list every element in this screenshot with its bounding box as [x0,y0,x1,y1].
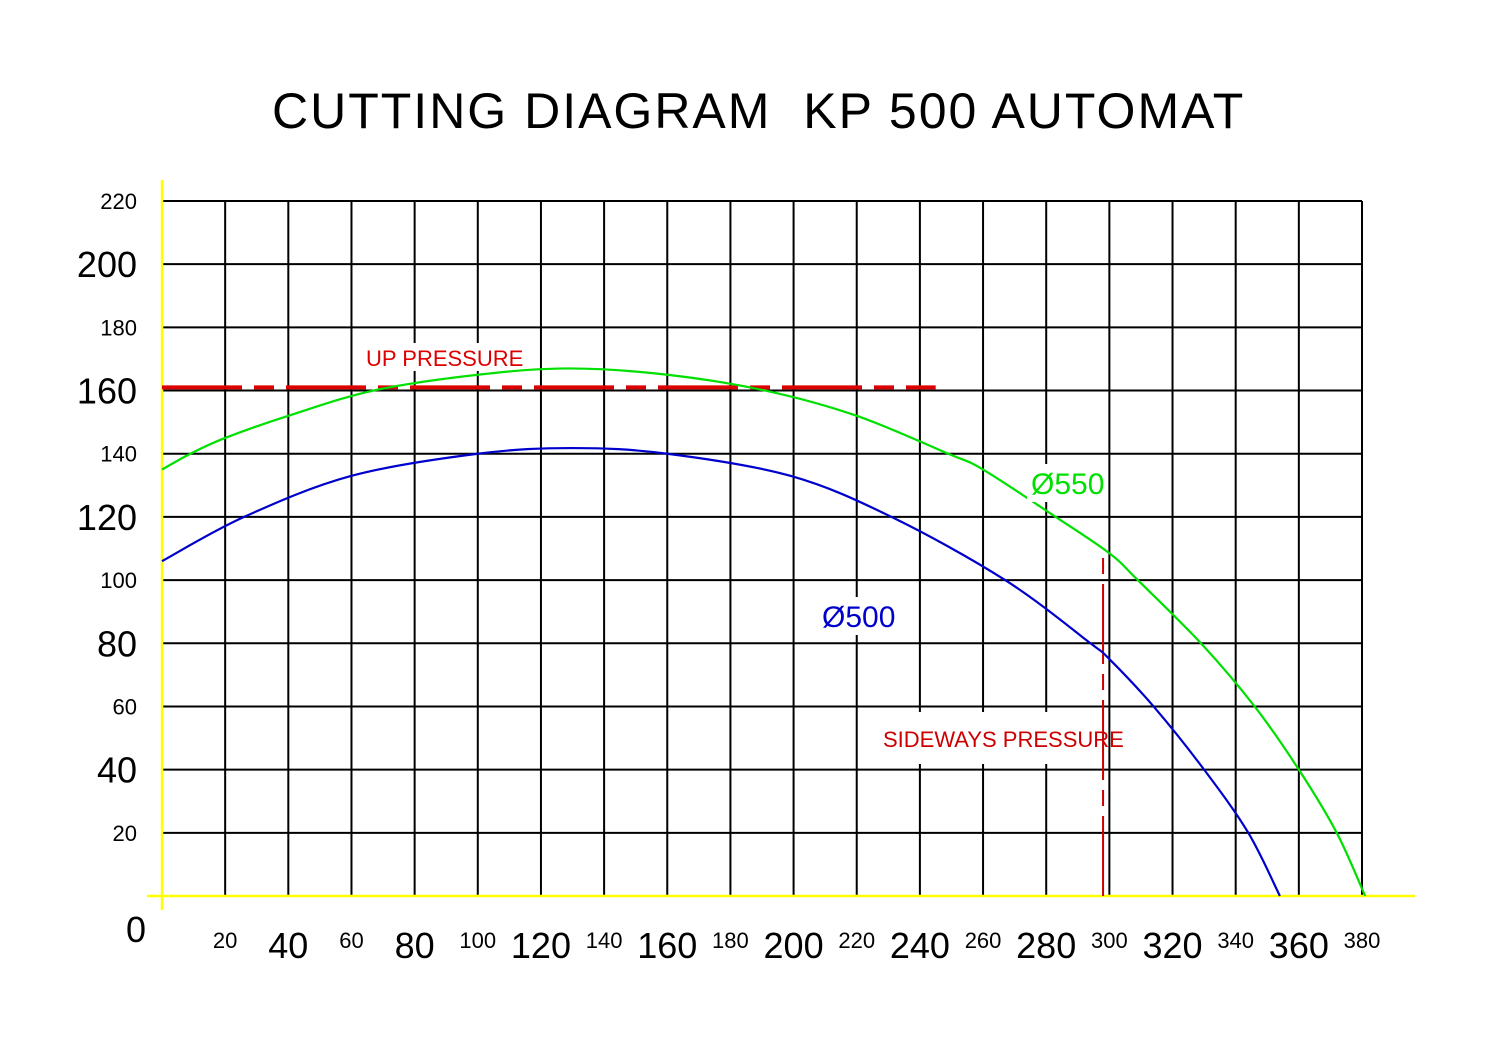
x-tick-label: 200 [764,925,824,966]
grid [162,200,1363,896]
sideways-pressure-label-bg [876,712,1090,764]
series-label: Ø550 [1031,468,1104,501]
x-tick-label: 100 [459,928,496,953]
annotations: UP PRESSURE SIDEWAYS PRESSURE [162,343,1124,896]
y-tick-label: 80 [97,623,137,664]
y-tick-label: 200 [77,244,137,285]
x-tick-label: 120 [511,925,571,966]
y-tick-label: 120 [77,497,137,538]
y-tick-label: 220 [100,189,137,214]
up-pressure-label-bg [360,343,502,371]
y-tick-label: 160 [77,371,137,412]
series-label-bg [1027,464,1097,502]
x-tick-label: 160 [637,925,697,966]
x-tick-label: 220 [838,928,875,953]
series: Ø550 Ø500 [161,367,1367,897]
y-tick-label: 40 [97,750,137,791]
x-tick-label: 40 [268,925,308,966]
x-tick-label: 140 [586,928,623,953]
x-tick-label: 260 [965,928,1002,953]
series-line-d500 [161,446,1281,897]
x-tick-label: 240 [890,925,950,966]
x-tick-label: 360 [1269,925,1329,966]
series-label-bg [818,597,888,635]
series-label: Ø500 [822,601,895,634]
series-line-d550 [161,367,1367,897]
y-tick-label: 20 [113,821,137,846]
x-tick-label: 180 [712,928,749,953]
x-tick-label: 380 [1344,928,1381,953]
up-pressure-label: UP PRESSURE [366,346,523,371]
y-tick-label: 100 [100,568,137,593]
x-tick-label: 60 [339,928,363,953]
sideways-pressure-label: SIDEWAYS PRESSURE [883,727,1124,752]
chart-title: CUTTING DIAGRAM KP 500 AUTOMAT [272,83,1245,139]
x-tick-label: 20 [213,928,237,953]
x-tick-label: 340 [1217,928,1254,953]
y-tick-label: 60 [113,694,137,719]
y-tick-label: 180 [100,315,137,340]
tick-labels: 20 40 60 80 100 120 140 160 180 200 220 240 260 280 30… [77,189,1380,966]
x-tick-label: 320 [1142,925,1202,966]
origin-label: 0 [126,909,146,950]
x-tick-label: 280 [1016,925,1076,966]
x-tick-label: 300 [1091,928,1128,953]
axes [147,180,1415,910]
x-tick-label: 80 [395,925,435,966]
y-tick-label: 140 [100,442,137,467]
